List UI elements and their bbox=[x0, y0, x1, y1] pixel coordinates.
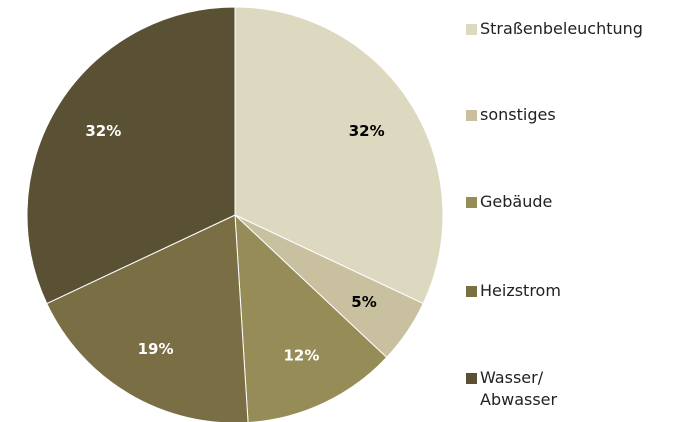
legend-swatch bbox=[466, 286, 477, 297]
legend-label: Wasser/ Abwasser bbox=[480, 368, 558, 409]
legend-item: Straßenbeleuchtung bbox=[466, 18, 643, 40]
legend-label: Heizstrom bbox=[480, 281, 561, 300]
legend-item: Wasser/ Abwasser bbox=[466, 367, 575, 411]
legend-item: Gebäude bbox=[466, 191, 575, 213]
pie-slice bbox=[234, 6, 444, 305]
data-label: 12% bbox=[283, 347, 319, 365]
data-label: 32% bbox=[85, 122, 121, 140]
legend-swatch bbox=[466, 373, 477, 384]
pie-slice bbox=[46, 214, 249, 422]
legend-label: sonstiges bbox=[480, 105, 556, 124]
legend-swatch bbox=[466, 24, 477, 35]
data-label: 19% bbox=[138, 340, 174, 358]
data-label: 32% bbox=[349, 122, 385, 140]
legend-swatch bbox=[466, 110, 477, 121]
legend-item: sonstiges bbox=[466, 104, 575, 126]
chart: 32% 5% 12% 19% 32% bbox=[26, 6, 444, 422]
legend-swatch bbox=[466, 197, 477, 208]
legend-item: Heizstrom bbox=[466, 280, 575, 302]
legend-label: Gebäude bbox=[480, 192, 553, 211]
legend-label: Straßenbeleuchtung bbox=[480, 19, 643, 38]
data-label: 5% bbox=[351, 293, 376, 311]
pie-slice bbox=[26, 6, 236, 305]
